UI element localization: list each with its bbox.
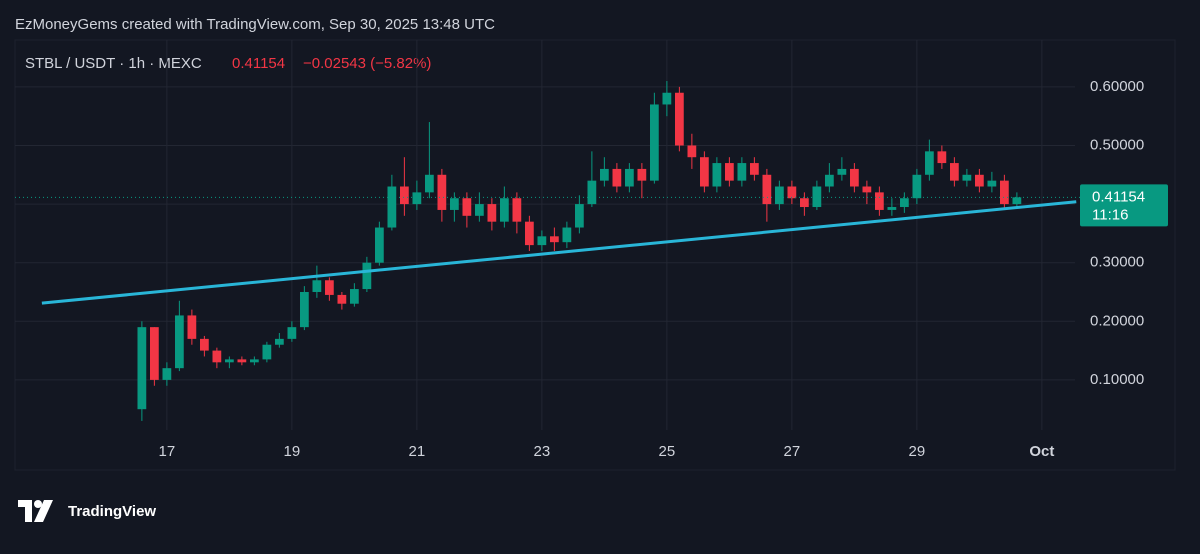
- candle-body: [362, 262, 372, 290]
- candle-body: [975, 174, 984, 187]
- candle-body: [987, 180, 997, 187]
- candle-body: [800, 198, 809, 208]
- y-tick-label: 0.60000: [1090, 78, 1144, 95]
- candle-body: [912, 174, 922, 199]
- candle-body: [750, 163, 759, 175]
- candle-body: [550, 236, 559, 243]
- candle-body: [887, 207, 897, 210]
- x-tick-label: Oct: [1029, 443, 1054, 460]
- candle-body: [950, 163, 959, 181]
- y-tick-label: 0.20000: [1090, 312, 1144, 329]
- y-tick-label: 0.30000: [1090, 254, 1144, 271]
- candle-body: [862, 186, 872, 193]
- trendline: [41, 200, 1077, 305]
- chart-title: STBL / USDT · 1h · MEXC: [25, 55, 202, 72]
- candle-body: [562, 227, 572, 243]
- candle-body: [650, 104, 659, 181]
- candle-body: [900, 198, 909, 208]
- candle-body: [612, 168, 622, 187]
- candle-body: [300, 291, 309, 328]
- price-badge-countdown: 11:16: [1092, 206, 1128, 223]
- candle-body: [787, 186, 797, 199]
- candle-body: [925, 151, 934, 175]
- candle-body: [575, 204, 584, 228]
- candle-body: [675, 92, 684, 146]
- candle-body: [600, 168, 609, 181]
- candle-body: [200, 338, 209, 351]
- candle-body: [837, 168, 847, 175]
- price-badge-value: 0.41154: [1092, 188, 1145, 205]
- candle-body: [437, 174, 447, 210]
- candle-body: [387, 186, 397, 228]
- candle-body: [275, 338, 284, 345]
- candle-body: [375, 227, 384, 263]
- candle-body: [825, 174, 834, 187]
- candle-body: [625, 168, 634, 187]
- candle-body: [337, 294, 347, 304]
- candle-body: [250, 359, 259, 363]
- candle-body: [187, 315, 197, 339]
- candle-body: [812, 186, 822, 208]
- candle-body: [412, 192, 422, 205]
- candle-body: [475, 204, 484, 216]
- candle-body: [262, 344, 272, 360]
- candle-body: [637, 168, 647, 181]
- brand-name: TradingView: [68, 503, 156, 520]
- candle-body: [525, 221, 534, 246]
- x-tick-label: 21: [409, 443, 426, 460]
- candle-body: [1012, 197, 1022, 205]
- y-tick-label: 0.50000: [1090, 136, 1144, 153]
- candle-body: [487, 204, 497, 222]
- candle-body: [762, 174, 772, 205]
- candle-body: [537, 236, 547, 246]
- candle-body: [700, 157, 709, 187]
- candle-body: [937, 151, 947, 164]
- candle-body: [225, 359, 234, 363]
- candle-body: [325, 280, 334, 295]
- candle-body: [662, 92, 672, 105]
- price-badge: [1080, 184, 1168, 227]
- candle-body: [500, 198, 509, 222]
- x-tick-label: 27: [784, 443, 801, 460]
- price-change: −0.02543 (−5.82%): [303, 55, 431, 72]
- candle-body: [512, 198, 522, 222]
- x-tick-label: 25: [659, 443, 676, 460]
- candle-body: [425, 174, 434, 193]
- candle-body: [850, 168, 859, 187]
- candle-body: [587, 180, 597, 205]
- candle-body: [450, 198, 459, 210]
- candle-body: [237, 359, 247, 363]
- candle-body: [775, 186, 784, 205]
- x-tick-label: 23: [534, 443, 551, 460]
- candle-body: [175, 315, 184, 369]
- candle-body: [350, 289, 359, 304]
- y-tick-label: 0.10000: [1090, 371, 1144, 388]
- candle-body: [1000, 180, 1009, 205]
- x-tick-label: 29: [909, 443, 926, 460]
- candle-body: [687, 145, 697, 158]
- chart-panel: [14, 39, 1176, 471]
- candle-body: [400, 186, 409, 205]
- credit: EzMoneyGems created with TradingView.com…: [15, 16, 495, 33]
- candle-body: [737, 163, 747, 181]
- candle-body: [725, 163, 734, 181]
- candle-body: [712, 163, 722, 187]
- candle-body: [462, 198, 472, 216]
- x-tick-label: 19: [284, 443, 301, 460]
- candle-body: [875, 192, 884, 210]
- candle-body: [962, 174, 972, 181]
- candle-body: [212, 350, 222, 363]
- candle-body: [287, 327, 297, 339]
- header-price: 0.41154: [232, 55, 285, 72]
- brand-logo: [18, 500, 53, 522]
- candle-body: [137, 327, 147, 410]
- x-tick-label: 17: [159, 443, 176, 460]
- candle-body: [162, 368, 172, 380]
- candle-body: [150, 327, 159, 380]
- candle-body: [312, 280, 322, 292]
